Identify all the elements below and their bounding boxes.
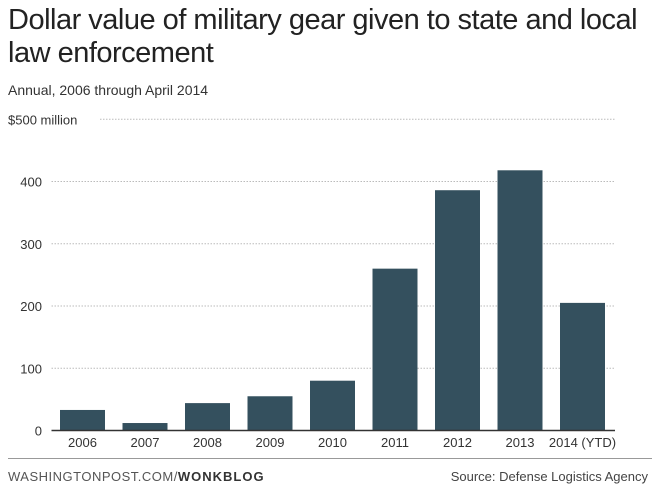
y-tick-label: 100 [20, 361, 42, 376]
x-tick-label: 2008 [193, 435, 222, 450]
x-tick-label: 2014 (YTD) [549, 435, 616, 450]
bar [247, 396, 293, 431]
y-tick-label: 0 [35, 424, 42, 439]
bar [560, 302, 605, 431]
footer-blog: WONKBLOG [177, 469, 265, 484]
bar [435, 190, 480, 431]
bar [185, 403, 230, 431]
chart-subtitle: Annual, 2006 through April 2014 [8, 82, 209, 98]
y-tick-label: 300 [20, 237, 42, 252]
x-tick-label: 2012 [443, 435, 472, 450]
footer-divider [8, 458, 652, 459]
y-tick-label: 200 [20, 299, 42, 314]
x-tick-label: 2007 [131, 435, 160, 450]
footer-source: Source: Defense Logistics Agency [450, 469, 648, 484]
x-tick-label: 2011 [381, 435, 409, 450]
x-tick-label: 2013 [506, 435, 535, 450]
bar [497, 170, 543, 431]
bar [372, 268, 418, 431]
bar [122, 423, 168, 431]
footer-site: WASHINGTONPOST.COM/ [8, 469, 178, 484]
footer-credit: WASHINGTONPOST.COM/WONKBLOG [8, 469, 265, 484]
y-tick-label: 400 [20, 175, 42, 190]
x-tick-label: 2009 [256, 435, 285, 450]
x-tick-label: 2006 [68, 435, 97, 450]
x-tick-label: 2010 [318, 435, 347, 450]
bar [60, 409, 105, 431]
chart-title: Dollar value of military gear given to s… [8, 4, 638, 69]
y-tick-label: $500 million [8, 112, 77, 127]
bar [310, 380, 355, 431]
